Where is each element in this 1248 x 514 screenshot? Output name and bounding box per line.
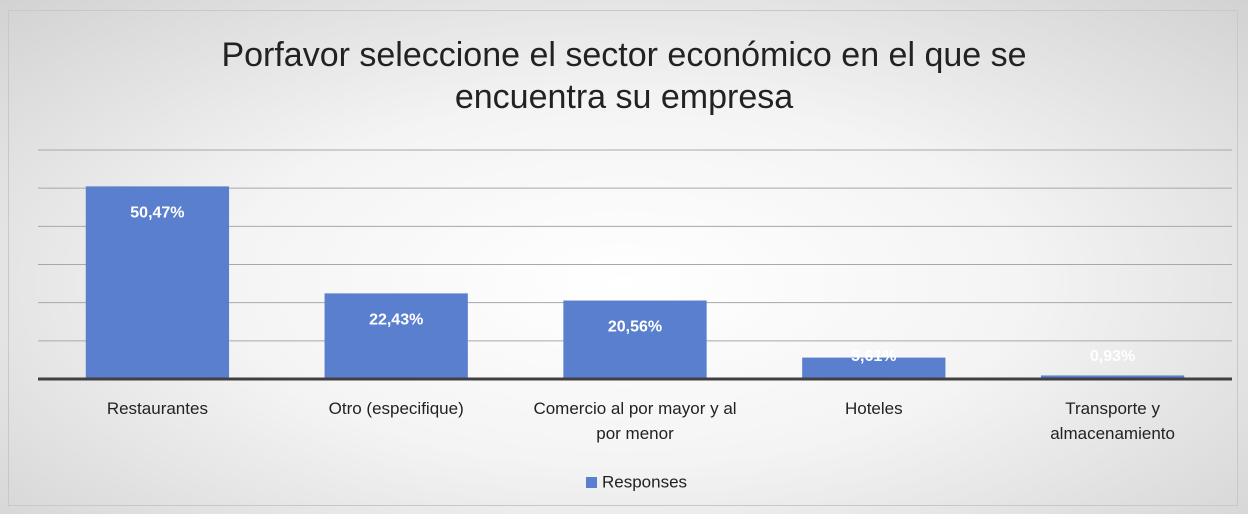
bar bbox=[563, 300, 707, 379]
x-tick-label: Hoteles bbox=[844, 399, 903, 418]
data-label: 22,43% bbox=[369, 312, 423, 329]
legend-label: Responses bbox=[602, 472, 687, 491]
data-label: 20,56% bbox=[608, 319, 662, 336]
x-tick-label: Otro (especifique) bbox=[328, 399, 464, 418]
data-label: 5,61% bbox=[851, 348, 896, 365]
legend-swatch bbox=[586, 477, 597, 488]
bar bbox=[85, 186, 230, 379]
x-tick-label: Restaurantes bbox=[106, 399, 208, 418]
x-tick-label: Transporte y almacenamiento bbox=[1050, 399, 1175, 443]
bar bbox=[802, 357, 946, 379]
chart-title: Porfavor seleccione el sector económico … bbox=[221, 36, 1027, 116]
data-label: 0,93% bbox=[1090, 348, 1135, 365]
bar bbox=[1040, 375, 1185, 379]
bar bbox=[324, 293, 468, 379]
data-label: 50,47% bbox=[130, 205, 184, 222]
x-tick-label: Comercio al por mayor y al por menor bbox=[533, 399, 737, 443]
chart-frame bbox=[8, 10, 1238, 506]
